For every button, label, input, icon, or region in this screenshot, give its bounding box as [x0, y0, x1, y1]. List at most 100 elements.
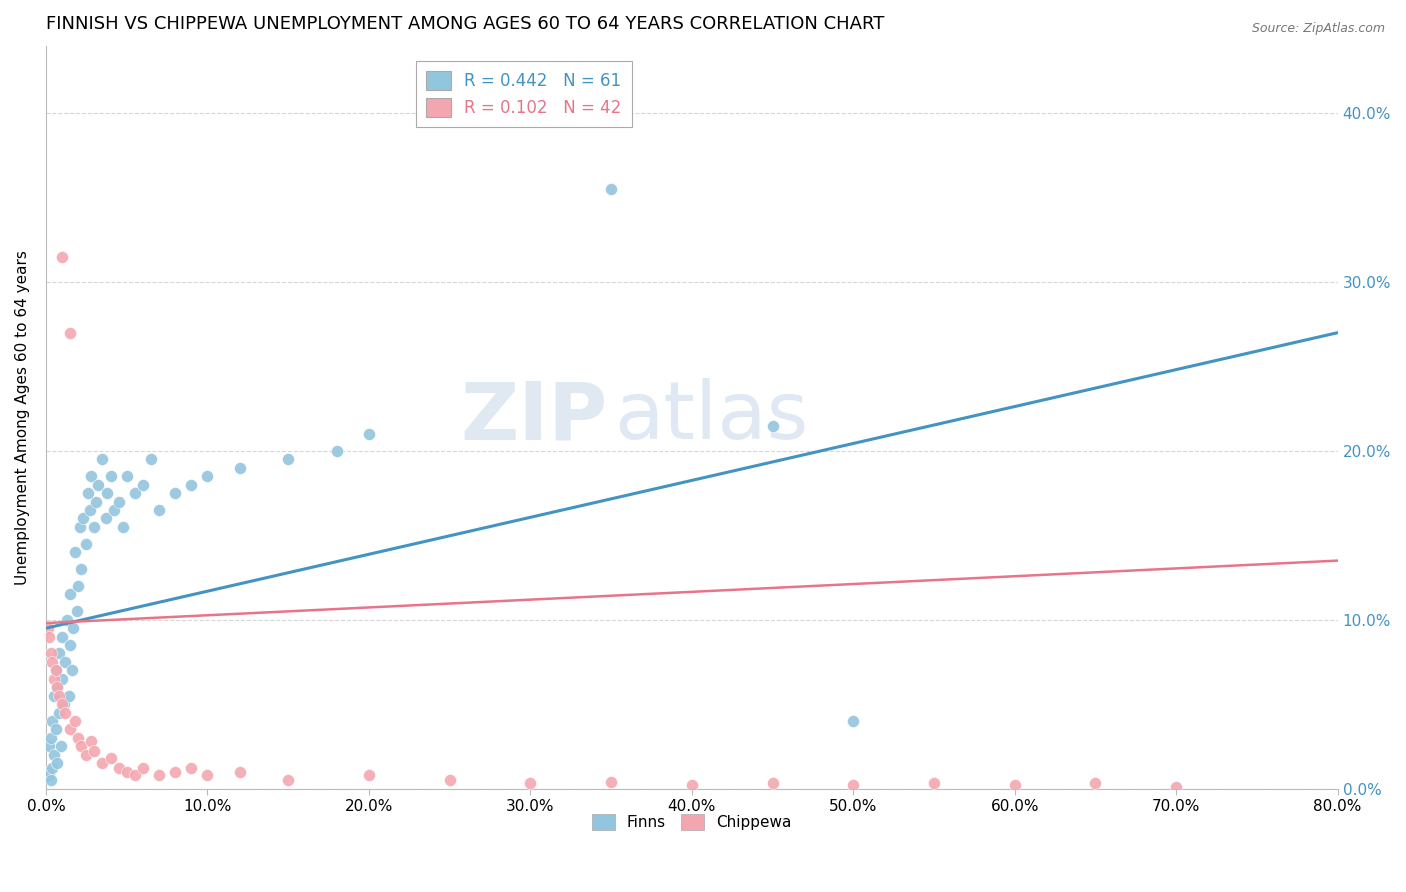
Point [761, 418, 783, 433]
Point [48, 689, 70, 703]
Point [41, 714, 63, 728]
Point [70, 562, 93, 576]
Text: ZIP: ZIP [461, 378, 607, 456]
Point [100, 751, 122, 765]
Point [46, 680, 69, 694]
Point [148, 503, 170, 517]
Point [277, 452, 299, 467]
Point [67, 731, 90, 745]
Text: Source: ZipAtlas.com: Source: ZipAtlas.com [1251, 22, 1385, 36]
Point [38, 739, 60, 754]
Point [75, 537, 97, 551]
Point [77, 486, 100, 500]
Point [46, 756, 69, 771]
Point [1166, 780, 1188, 794]
Point [439, 773, 461, 788]
Point [79, 503, 101, 517]
Point [59, 723, 82, 737]
Point [48, 647, 70, 661]
Point [357, 768, 380, 782]
Point [842, 778, 865, 792]
Point [45, 723, 67, 737]
Point [107, 494, 129, 508]
Point [228, 460, 250, 475]
Point [228, 764, 250, 779]
Point [325, 443, 347, 458]
Point [59, 638, 82, 652]
Point [112, 520, 135, 534]
Point [100, 469, 122, 483]
Point [83, 744, 105, 758]
Point [600, 182, 623, 196]
Point [103, 503, 125, 517]
Point [132, 761, 155, 775]
Point [45, 664, 67, 678]
Point [180, 477, 202, 491]
Point [761, 776, 783, 790]
Text: FINNISH VS CHIPPEWA UNEMPLOYMENT AMONG AGES 60 TO 64 YEARS CORRELATION CHART: FINNISH VS CHIPPEWA UNEMPLOYMENT AMONG A… [46, 15, 884, 33]
Point [197, 768, 219, 782]
Point [70, 739, 93, 754]
Point [42, 672, 65, 686]
Point [63, 545, 86, 559]
Point [51, 672, 73, 686]
Point [94, 511, 117, 525]
Point [96, 486, 118, 500]
Point [51, 630, 73, 644]
Point [67, 579, 90, 593]
Point [519, 776, 541, 790]
Point [56, 613, 79, 627]
Point [83, 520, 105, 534]
Point [922, 776, 945, 790]
Point [72, 511, 94, 525]
Point [80, 734, 103, 748]
Point [1084, 776, 1107, 790]
Point [45, 664, 67, 678]
Point [132, 477, 155, 491]
Point [69, 520, 91, 534]
Point [357, 427, 380, 442]
Point [75, 747, 97, 762]
Point [59, 326, 82, 340]
Point [91, 756, 114, 771]
Point [39, 731, 62, 745]
Point [38, 768, 60, 782]
Point [53, 706, 76, 720]
Point [39, 647, 62, 661]
Text: atlas: atlas [614, 378, 808, 456]
Point [842, 714, 865, 728]
Point [80, 469, 103, 483]
Point [63, 714, 86, 728]
Point [58, 689, 80, 703]
Point [51, 697, 73, 711]
Point [180, 761, 202, 775]
Point [124, 768, 146, 782]
Point [197, 469, 219, 483]
Point [41, 761, 63, 775]
Point [165, 764, 187, 779]
Point [91, 452, 114, 467]
Legend: Finns, Chippewa: Finns, Chippewa [586, 808, 799, 837]
Point [60, 664, 83, 678]
Point [124, 486, 146, 500]
Point [59, 587, 82, 601]
Point [41, 655, 63, 669]
Point [115, 469, 138, 483]
Point [107, 761, 129, 775]
Point [148, 768, 170, 782]
Point [38, 630, 60, 644]
Point [49, 739, 72, 754]
Point [52, 697, 75, 711]
Point [42, 689, 65, 703]
Point [37, 764, 59, 779]
Point [37, 621, 59, 635]
Point [42, 747, 65, 762]
Y-axis label: Unemployment Among Ages 60 to 64 years: Unemployment Among Ages 60 to 64 years [15, 250, 30, 584]
Point [53, 655, 76, 669]
Point [277, 773, 299, 788]
Point [115, 764, 138, 779]
Point [600, 774, 623, 789]
Point [46, 680, 69, 694]
Point [86, 477, 108, 491]
Point [165, 486, 187, 500]
